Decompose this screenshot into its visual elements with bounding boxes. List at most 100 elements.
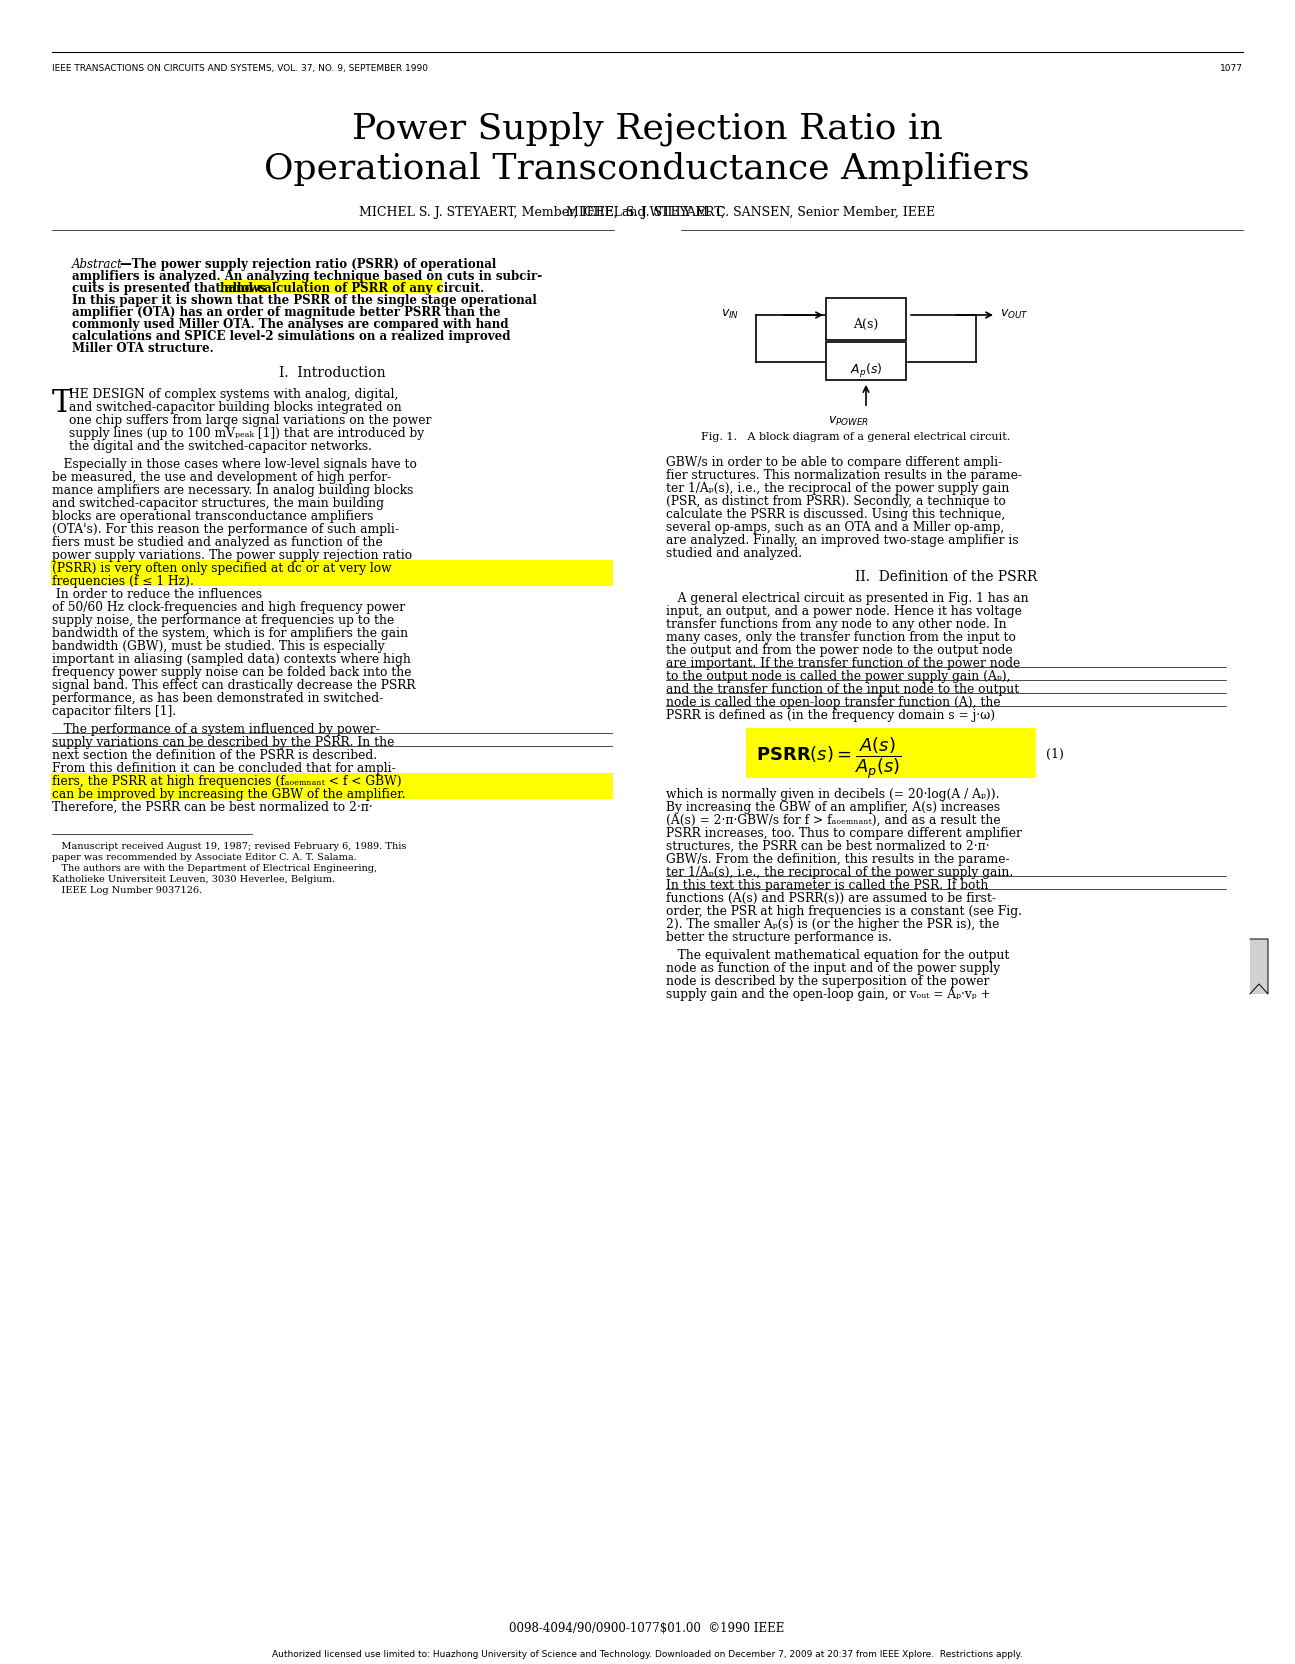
Text: fiers must be studied and analyzed as function of the: fiers must be studied and analyzed as fu… (52, 536, 383, 549)
Text: (1): (1) (1046, 749, 1064, 760)
Text: $\mathbf{PSRR}(s) = \dfrac{A(s)}{A_p(s)}$: $\mathbf{PSRR}(s) = \dfrac{A(s)}{A_p(s)}… (756, 735, 901, 780)
Text: (PSR, as distinct from PSRR). Secondly, a technique to: (PSR, as distinct from PSRR). Secondly, … (666, 494, 1006, 508)
Bar (51, 561, 613, 572)
Text: order, the PSR at high frequencies is a constant (see Fig.: order, the PSR at high frequencies is a … (666, 905, 1022, 919)
Text: calculations and SPICE level-2 simulations on a realized improved: calculations and SPICE level-2 simulatio… (73, 329, 510, 343)
Text: The equivalent mathematical equation for the output: The equivalent mathematical equation for… (666, 948, 1009, 962)
Text: IEEE Log Number 9037126.: IEEE Log Number 9037126. (52, 885, 202, 895)
Text: bandwidth (GBW), must be studied. This is especially: bandwidth (GBW), must be studied. This i… (52, 641, 385, 652)
Text: performance, as has been demonstrated in switched-: performance, as has been demonstrated in… (52, 692, 383, 706)
Text: and switched-capacitor structures, the main building: and switched-capacitor structures, the m… (52, 498, 385, 509)
Text: 0098-4094/90/0900-1077$01.00  ©1990 IEEE: 0098-4094/90/0900-1077$01.00 ©1990 IEEE (509, 1622, 785, 1636)
Text: GBW/s. From the definition, this results in the parame-: GBW/s. From the definition, this results… (666, 854, 1010, 865)
Text: node is called the open-loop transfer function (A), the: node is called the open-loop transfer fu… (666, 696, 1001, 709)
Bar (220, 280, 442, 293)
Text: hand calculation of PSRR of any circuit.: hand calculation of PSRR of any circuit. (220, 281, 484, 295)
Text: MICHEL S. J. STEYAERT,: MICHEL S. J. STEYAERT, (566, 206, 728, 220)
Text: A(s): A(s) (853, 318, 878, 331)
Text: input, an output, and a power node. Hence it has voltage: input, an output, and a power node. Henc… (666, 606, 1022, 617)
Text: node as function of the input and of the power supply: node as function of the input and of the… (666, 962, 1000, 975)
Text: are important. If the transfer function of the power node: are important. If the transfer function … (666, 657, 1020, 671)
Text: Power Supply Rejection Ratio in: Power Supply Rejection Ratio in (352, 111, 943, 146)
Bar (51, 785, 613, 799)
Text: ter 1/Aₚ(s), i.e., the reciprocal of the power supply gain: ter 1/Aₚ(s), i.e., the reciprocal of the… (666, 483, 1009, 494)
Text: are analyzed. Finally, an improved two-stage amplifier is: are analyzed. Finally, an improved two-s… (666, 534, 1019, 547)
Text: and the transfer function of the input node to the output: and the transfer function of the input n… (666, 682, 1019, 696)
Text: Abstract: Abstract (73, 258, 123, 271)
Text: commonly used Miller OTA. The analyses are compared with hand: commonly used Miller OTA. The analyses a… (73, 318, 509, 331)
Bar (826, 298, 906, 339)
Bar (826, 343, 906, 379)
Text: In this paper it is shown that the PSRR of the single stage operational: In this paper it is shown that the PSRR … (73, 295, 536, 306)
Text: T: T (52, 388, 73, 419)
Text: $v_{OUT}$: $v_{OUT}$ (1000, 308, 1028, 321)
Text: the digital and the switched-capacitor networks.: the digital and the switched-capacitor n… (69, 439, 372, 453)
Text: frequency power supply noise can be folded back into the: frequency power supply noise can be fold… (52, 666, 412, 679)
Text: A general electrical circuit as presented in Fig. 1 has an: A general electrical circuit as presente… (666, 592, 1028, 606)
Text: IEEE TRANSACTIONS ON CIRCUITS AND SYSTEMS, VOL. 37, NO. 9, SEPTEMBER 1990: IEEE TRANSACTIONS ON CIRCUITS AND SYSTEM… (52, 63, 429, 73)
Text: important in aliasing (sampled data) contexts where high: important in aliasing (sampled data) con… (52, 652, 411, 666)
Text: can be improved by increasing the GBW of the amplifier.: can be improved by increasing the GBW of… (52, 789, 405, 800)
Text: capacitor filters [1].: capacitor filters [1]. (52, 706, 176, 717)
Text: of 50/60 Hz clock-frequencies and high frequency power: of 50/60 Hz clock-frequencies and high f… (52, 601, 405, 614)
Text: fier structures. This normalization results in the parame-: fier structures. This normalization resu… (666, 469, 1022, 483)
Text: which is normally given in decibels (= 20·log(A / Aₚ)).: which is normally given in decibels (= 2… (666, 789, 1000, 800)
Text: supply gain and the open-loop gain, or vₒᵤₜ = Aₚ·vₚ +: supply gain and the open-loop gain, or v… (666, 988, 991, 1002)
Text: By increasing the GBW of an amplifier, A(s) increases: By increasing the GBW of an amplifier, A… (666, 800, 1000, 814)
Text: (OTA's). For this reason the performance of such ampli-: (OTA's). For this reason the performance… (52, 522, 399, 536)
Text: node is described by the superposition of the power: node is described by the superposition o… (666, 975, 989, 988)
Text: MICHEL S. J. STEYAERT, Member, IEEE, and WILLY M. C. SANSEN, Senior Member, IEEE: MICHEL S. J. STEYAERT, Member, IEEE, and… (359, 206, 935, 220)
Text: The authors are with the Department of Electrical Engineering,: The authors are with the Department of E… (52, 864, 377, 874)
Text: Katholieke Universiteit Leuven, 3030 Heverlee, Belgium.: Katholieke Universiteit Leuven, 3030 Hev… (52, 875, 335, 884)
Text: the output and from the power node to the output node: the output and from the power node to th… (666, 644, 1013, 657)
Text: Authorized licensed use limited to: Huazhong University of Science and Technolog: Authorized licensed use limited to: Huaz… (272, 1651, 1022, 1659)
Text: studied and analyzed.: studied and analyzed. (666, 547, 802, 561)
Text: Operational Transconductance Amplifiers: Operational Transconductance Amplifiers (264, 151, 1030, 186)
Text: next section the definition of the PSRR is described.: next section the definition of the PSRR … (52, 749, 377, 762)
Text: supply variations can be described by the PSRR. In the: supply variations can be described by th… (52, 735, 395, 749)
Text: The performance of a system influenced by power-: The performance of a system influenced b… (52, 722, 379, 735)
Text: 2). The smaller Aₚ(s) is (or the higher the PSR is), the: 2). The smaller Aₚ(s) is (or the higher … (666, 919, 1000, 930)
Text: transfer functions from any node to any other node. In: transfer functions from any node to any … (666, 617, 1006, 631)
Text: (PSRR) is very often only specified at dc or at very low: (PSRR) is very often only specified at d… (52, 562, 391, 576)
Bar (51, 572, 613, 586)
Text: frequencies (f ≤ 1 Hz).: frequencies (f ≤ 1 Hz). (52, 576, 194, 587)
Text: ter 1/Aₚ(s), i.e., the reciprocal of the power supply gain.: ter 1/Aₚ(s), i.e., the reciprocal of the… (666, 865, 1013, 879)
Text: better the structure performance is.: better the structure performance is. (666, 930, 892, 943)
Text: one chip suffers from large signal variations on the power: one chip suffers from large signal varia… (69, 414, 431, 428)
Text: amplifier (OTA) has an order of magnitude better PSRR than the: amplifier (OTA) has an order of magnitud… (73, 306, 501, 319)
Text: In order to reduce the influences: In order to reduce the influences (52, 587, 262, 601)
Text: structures, the PSRR can be best normalized to 2·π·: structures, the PSRR can be best normali… (666, 840, 989, 854)
Text: From this definition it can be concluded that for ampli-: From this definition it can be concluded… (52, 762, 396, 775)
Text: Fig. 1.   A block diagram of a general electrical circuit.: Fig. 1. A block diagram of a general ele… (701, 433, 1010, 443)
Text: II.  Definition of the PSRR: II. Definition of the PSRR (855, 571, 1037, 584)
Text: Especially in those cases where low-level signals have to: Especially in those cases where low-leve… (52, 458, 417, 471)
Text: calculate the PSRR is discussed. Using this technique,: calculate the PSRR is discussed. Using t… (666, 508, 1005, 521)
Text: Therefore, the PSRR can be best normalized to 2·π·: Therefore, the PSRR can be best normaliz… (52, 800, 373, 814)
Bar (51, 774, 613, 785)
Text: supply lines (up to 100 mVₚₑₐₖ [1]) that are introduced by: supply lines (up to 100 mVₚₑₐₖ [1]) that… (69, 428, 425, 439)
Text: several op-amps, such as an OTA and a Miller op-amp,: several op-amps, such as an OTA and a Mi… (666, 521, 1004, 534)
Text: 1077: 1077 (1220, 63, 1243, 73)
Text: GBW/s in order to be able to compare different ampli-: GBW/s in order to be able to compare dif… (666, 456, 1002, 469)
Text: PSRR increases, too. Thus to compare different amplifier: PSRR increases, too. Thus to compare dif… (666, 827, 1022, 840)
Text: HE DESIGN of complex systems with analog, digital,: HE DESIGN of complex systems with analog… (69, 388, 399, 401)
Text: —The power supply rejection ratio (PSRR) of operational: —The power supply rejection ratio (PSRR)… (120, 258, 496, 271)
Text: Miller OTA structure.: Miller OTA structure. (73, 343, 214, 354)
Text: $v_{POWER}$: $v_{POWER}$ (828, 414, 869, 428)
Text: many cases, only the transfer function from the input to: many cases, only the transfer function f… (666, 631, 1015, 644)
Text: cuits is presented that allows: cuits is presented that allows (73, 281, 271, 295)
Bar (1250, 938, 1268, 993)
Text: and switched-capacitor building blocks integrated on: and switched-capacitor building blocks i… (69, 401, 401, 414)
Text: blocks are operational transconductance amplifiers: blocks are operational transconductance … (52, 509, 373, 522)
Text: bandwidth of the system, which is for amplifiers the gain: bandwidth of the system, which is for am… (52, 627, 408, 641)
Text: (A(s) = 2·π·GBW/s for f > fₐₒₑₘₙₐₙₜ), and as a result the: (A(s) = 2·π·GBW/s for f > fₐₒₑₘₙₐₙₜ), an… (666, 814, 1001, 827)
Text: In this text this parameter is called the PSR. If both: In this text this parameter is called th… (666, 879, 988, 892)
Text: signal band. This effect can drastically decrease the PSRR: signal band. This effect can drastically… (52, 679, 416, 692)
Text: to the output node is called the power supply gain (Aₚ),: to the output node is called the power s… (666, 671, 1010, 682)
Text: $v_{IN}$: $v_{IN}$ (721, 308, 739, 321)
Text: Manuscript received August 19, 1987; revised February 6, 1989. This: Manuscript received August 19, 1987; rev… (52, 842, 407, 850)
Bar (746, 729, 1036, 779)
Text: fiers, the PSRR at high frequencies (fₐₒₑₘₙₐₙₜ < f < GBW): fiers, the PSRR at high frequencies (fₐₒ… (52, 775, 401, 789)
Text: supply noise, the performance at frequencies up to the: supply noise, the performance at frequen… (52, 614, 394, 627)
